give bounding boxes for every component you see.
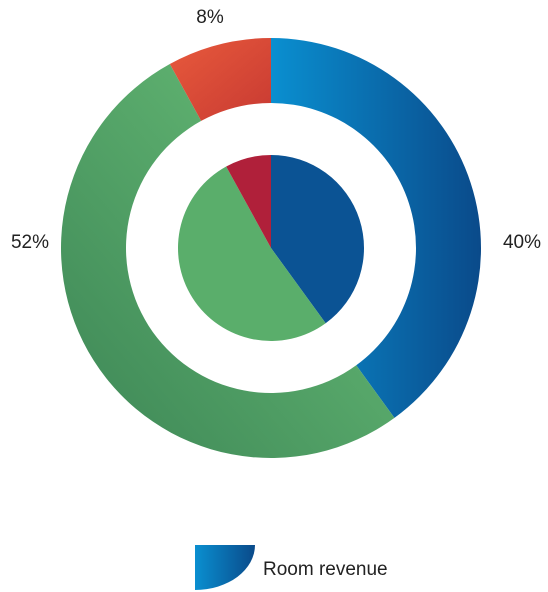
data-label: 8% bbox=[196, 7, 224, 28]
pie-slice bbox=[178, 166, 326, 341]
pie-slice bbox=[61, 63, 395, 458]
legend-swatch bbox=[195, 545, 255, 590]
pie-slice bbox=[271, 38, 482, 418]
data-label: 40% bbox=[503, 232, 541, 253]
pie-slice bbox=[169, 38, 271, 121]
legend-label: Room revenue bbox=[263, 559, 388, 580]
pie-slice bbox=[226, 155, 271, 248]
data-label: 52% bbox=[11, 232, 49, 253]
pie-slice bbox=[271, 155, 365, 324]
